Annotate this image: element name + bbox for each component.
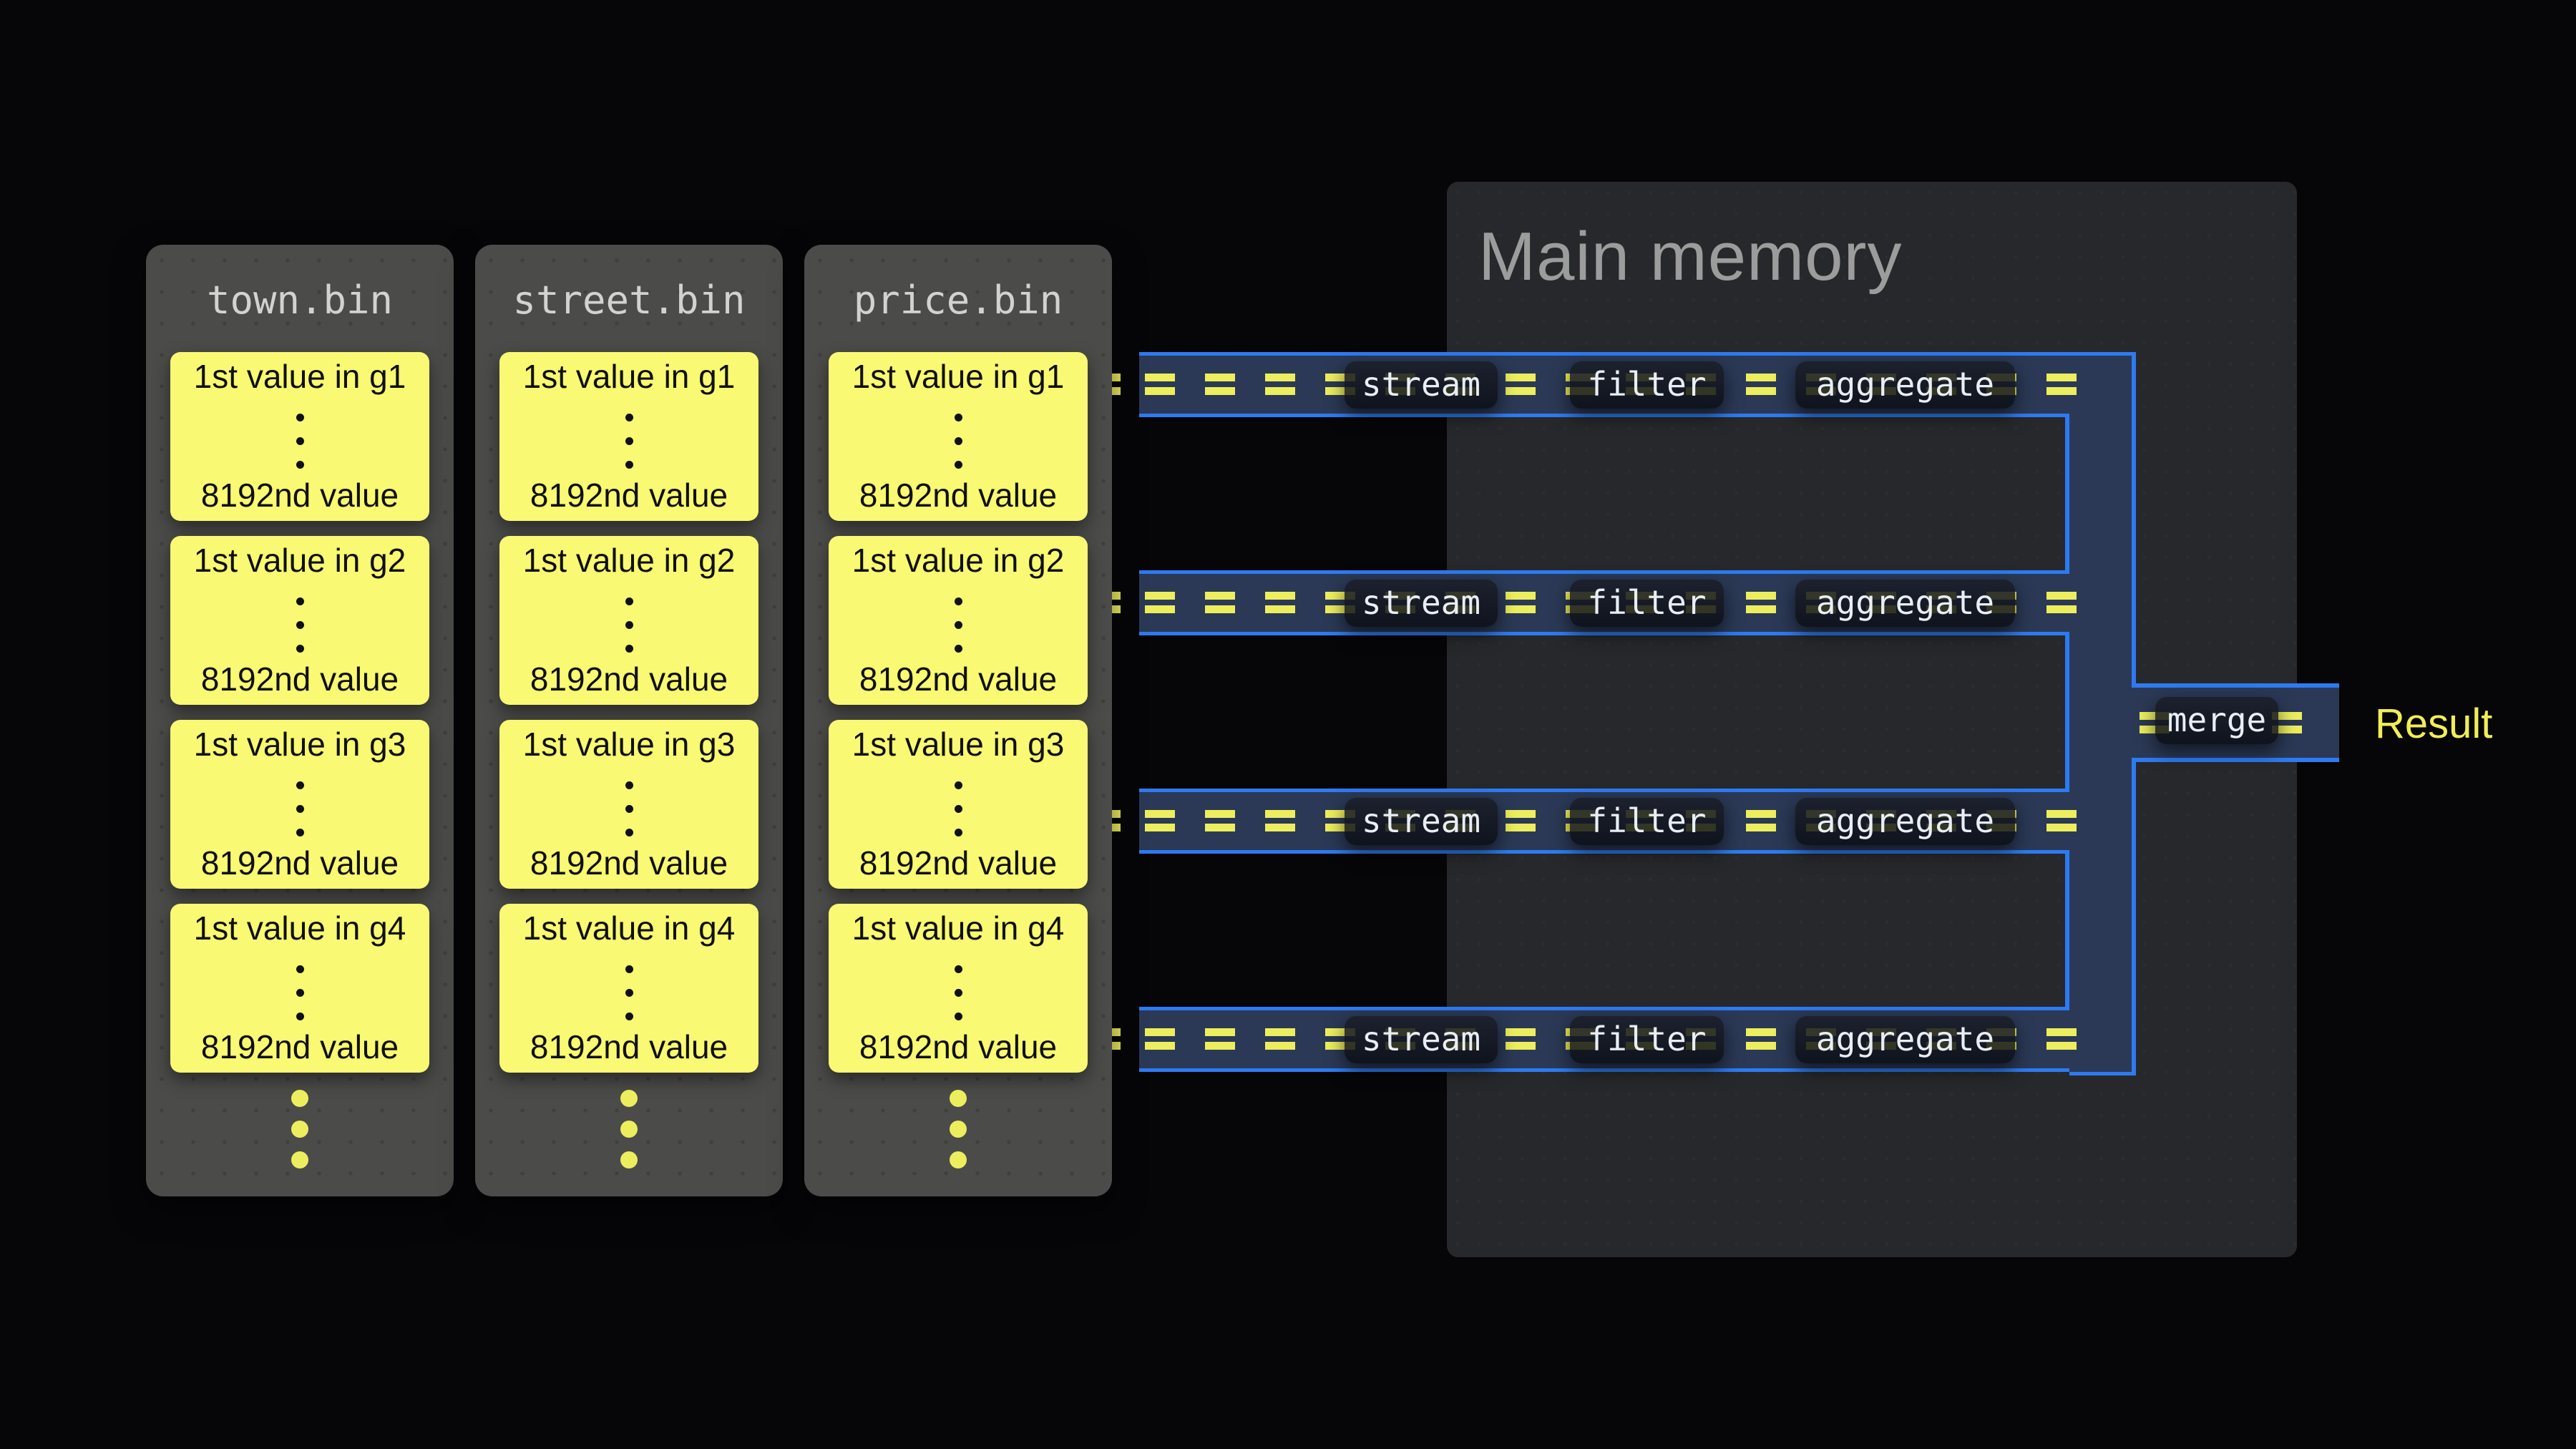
group-first-value-label: 1st value in g1 [193,358,406,395]
collector-channel-border-top [2069,352,2136,356]
filter-operator: filter [1570,1016,1724,1063]
result-label: Result [2375,701,2493,747]
value-group-card: 1st value in g4 8192nd value [499,904,758,1073]
value-group-card: 1st value in g2 8192nd value [499,536,758,705]
stream-operator: stream [1345,580,1498,627]
value-group-card: 1st value in g3 8192nd value [170,720,429,889]
group-first-value-label: 1st value in g3 [522,726,736,763]
group-last-value-label: 8192nd value [200,1028,399,1065]
stream-operator: stream [1345,1016,1498,1063]
group-first-value-label: 1st value in g3 [193,726,406,763]
file-continuation-ellipsis-icon [475,1090,783,1169]
group-continuation-ellipsis-icon [499,781,758,836]
stream-mark-icon [1112,374,1121,395]
collector-channel-border-right-upper [2132,352,2136,683]
group-last-value-label: 8192nd value [859,660,1058,698]
filter-operator: filter [1570,361,1724,409]
aggregate-operator: aggregate [1795,1016,2015,1063]
value-group-card: 1st value in g1 8192nd value [170,352,429,521]
bin-file-column: street.bin 1st value in g1 8192nd value … [475,245,783,1196]
pipeline-row: stream filter aggregate [1112,789,2077,854]
pipeline-row: stream filter aggregate [1112,1007,2077,1072]
group-first-value-label: 1st value in g1 [522,358,736,395]
group-continuation-ellipsis-icon [170,414,429,469]
filter-operator: filter [1570,580,1724,627]
group-continuation-ellipsis-icon [829,597,1088,653]
bin-file-column: price.bin 1st value in g1 8192nd value 1… [804,245,1112,1196]
stream-mark-icon [1112,1028,1121,1050]
stream-mark-icon [1112,810,1121,831]
group-continuation-ellipsis-icon [170,965,429,1020]
group-last-value-label: 8192nd value [200,844,399,882]
collector-channel-border-bottom [2069,1072,2136,1075]
aggregate-operator: aggregate [1795,798,2015,845]
group-continuation-ellipsis-icon [499,597,758,653]
value-group-card: 1st value in g4 8192nd value [829,904,1088,1073]
group-first-value-label: 1st value in g2 [193,542,406,579]
merge-band-border-bottom [2132,758,2339,762]
file-continuation-ellipsis-icon [146,1090,454,1169]
value-group-list: 1st value in g1 8192nd value 1st value i… [170,352,429,1073]
bin-file-name: street.bin [512,278,746,323]
group-continuation-ellipsis-icon [499,414,758,469]
filter-operator: filter [1570,798,1724,845]
group-last-value-label: 8192nd value [530,1028,728,1065]
group-first-value-label: 1st value in g1 [852,358,1065,395]
group-continuation-ellipsis-icon [170,597,429,653]
value-group-card: 1st value in g4 8192nd value [170,904,429,1073]
value-group-card: 1st value in g1 8192nd value [829,352,1088,521]
value-group-card: 1st value in g2 8192nd value [170,536,429,705]
collector-channel-border-right-lower [2132,762,2136,1075]
value-group-card: 1st value in g3 8192nd value [499,720,758,889]
bin-file-name: price.bin [853,278,1063,323]
value-group-card: 1st value in g1 8192nd value [499,352,758,521]
group-first-value-label: 1st value in g4 [193,909,406,947]
stream-operator: stream [1345,798,1498,845]
value-group-list: 1st value in g1 8192nd value 1st value i… [829,352,1088,1073]
group-first-value-label: 1st value in g4 [522,909,736,947]
group-first-value-label: 1st value in g2 [522,542,736,579]
between-rows-border-right [2065,632,2069,792]
between-rows-border-right [2065,850,2069,1010]
group-last-value-label: 8192nd value [200,477,399,514]
between-rows-border-right [2065,414,2069,574]
group-continuation-ellipsis-icon [170,781,429,836]
value-group-card: 1st value in g2 8192nd value [829,536,1088,705]
bin-file-name: town.bin [206,278,394,323]
merge-band-border-top [2132,683,2339,688]
stream-mark-icon [1112,592,1121,613]
group-continuation-ellipsis-icon [829,781,1088,836]
merge-operator: merge [2155,697,2278,744]
value-group-card: 1st value in g3 8192nd value [829,720,1088,889]
main-memory-title: Main memory [1478,218,1903,295]
group-continuation-ellipsis-icon [499,965,758,1020]
bin-file-column: town.bin 1st value in g1 8192nd value 1s… [146,245,454,1196]
pipeline-row: stream filter aggregate [1112,570,2077,635]
group-last-value-label: 8192nd value [530,844,728,882]
group-continuation-ellipsis-icon [829,965,1088,1020]
aggregate-operator: aggregate [1795,361,2015,409]
group-last-value-label: 8192nd value [530,477,728,514]
group-last-value-label: 8192nd value [530,660,728,698]
value-group-list: 1st value in g1 8192nd value 1st value i… [499,352,758,1073]
group-last-value-label: 8192nd value [200,660,399,698]
collector-channel [2069,352,2132,1075]
pipeline-row: stream filter aggregate [1112,352,2077,417]
group-continuation-ellipsis-icon [829,414,1088,469]
file-continuation-ellipsis-icon [804,1090,1112,1169]
group-first-value-label: 1st value in g4 [852,909,1065,947]
aggregate-operator: aggregate [1795,580,2015,627]
group-first-value-label: 1st value in g2 [852,542,1065,579]
stream-operator: stream [1345,361,1498,409]
group-last-value-label: 8192nd value [859,477,1058,514]
group-last-value-label: 8192nd value [859,1028,1058,1065]
group-first-value-label: 1st value in g3 [852,726,1065,763]
group-last-value-label: 8192nd value [859,844,1058,882]
